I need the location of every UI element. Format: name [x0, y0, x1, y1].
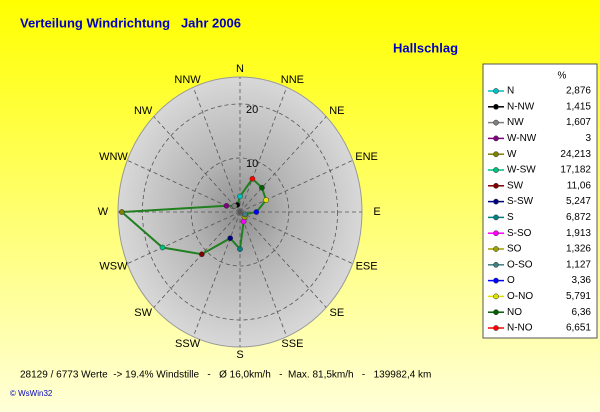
wind-point [242, 211, 248, 218]
legend-label: W-NW [507, 133, 537, 144]
legend-swatch [493, 151, 499, 158]
legend-header: % [558, 71, 567, 82]
wind-point [237, 193, 243, 200]
legend-label: W-SW [507, 165, 536, 176]
legend-swatch [493, 325, 499, 331]
footer: 28129 / 6773 Werte -> 19.4% Windstille -… [20, 370, 431, 381]
legend-value: 24,213 [560, 149, 591, 160]
legend-value: 3 [585, 133, 591, 144]
spoke [239, 87, 288, 213]
legend-swatch [493, 103, 499, 110]
wind-point [249, 175, 256, 182]
direction-label: E [373, 206, 380, 218]
wind-point [259, 184, 265, 191]
legend-swatch [493, 198, 499, 205]
direction-label: NE [329, 105, 344, 117]
legend-label: N [507, 86, 514, 97]
direction-label: S [236, 349, 243, 361]
wind-point [263, 197, 269, 203]
legend-label: S-SW [507, 196, 534, 207]
legend-value: 3,36 [572, 275, 592, 286]
credit: © WsWin32 [10, 389, 53, 398]
direction-label: N [236, 63, 244, 75]
direction-label: SSE [281, 338, 303, 350]
legend-value: 1,326 [566, 244, 591, 255]
direction-label: SE [330, 307, 345, 319]
wind-point [118, 209, 125, 215]
direction-label: NW [134, 105, 153, 117]
wind-point [223, 202, 230, 209]
spoke [239, 211, 327, 308]
direction-label: WNW [99, 151, 128, 163]
wind-point [227, 235, 234, 242]
legend-label: O [507, 275, 515, 286]
chart-subtitle: Hallschlag [393, 40, 458, 55]
legend-label: NW [507, 117, 524, 128]
legend-value: 1,607 [566, 117, 591, 128]
grid-ring [190, 157, 290, 267]
direction-label: W [98, 206, 109, 218]
legend-value: 1,127 [566, 259, 591, 270]
legend-swatch [493, 214, 499, 221]
direction-label: SW [134, 307, 152, 319]
direction-label: ENE [355, 151, 378, 163]
legend-value: 5,791 [566, 291, 591, 302]
r-tick-label: 20 [246, 104, 258, 116]
legend-label: SW [507, 180, 524, 191]
legend-swatch [493, 277, 499, 284]
legend-swatch [493, 246, 499, 252]
legend-label: SO [507, 244, 522, 255]
spoke [153, 116, 241, 213]
spoke [239, 211, 288, 337]
legend-label: N-NO [507, 323, 533, 334]
legend-swatch [493, 119, 499, 126]
legend-swatch [493, 88, 499, 94]
direction-label: WSW [99, 261, 128, 273]
wind-point [159, 244, 166, 251]
direction-label: ESE [356, 261, 378, 273]
legend-swatch [493, 182, 499, 189]
legend-label: O-SO [507, 259, 533, 270]
legend-label: S-SO [507, 228, 532, 239]
legend-label: S [507, 212, 514, 223]
direction-label: NNW [174, 74, 201, 86]
direction-label: SSW [175, 338, 201, 350]
legend-swatch [493, 293, 499, 300]
legend-label: N-NW [507, 101, 535, 112]
legend-value: 2,876 [566, 86, 591, 97]
legend-value: 6,651 [566, 323, 591, 334]
legend-value: 1,415 [566, 101, 591, 112]
legend-value: 5,247 [566, 196, 591, 207]
legend-label: W [507, 149, 517, 160]
wind-point [198, 251, 205, 258]
legend-swatch [493, 167, 499, 173]
legend-swatch [493, 230, 499, 237]
chart-title: Verteilung Windrichtung Jahr 2006 [20, 15, 241, 30]
legend-label: O-NO [507, 291, 533, 302]
spoke [153, 211, 241, 308]
spoke [192, 211, 241, 337]
legend-swatch [493, 309, 499, 316]
direction-label: NNE [281, 74, 304, 86]
legend-value: 6,872 [566, 212, 591, 223]
legend-label: NO [507, 307, 522, 318]
wind-point [231, 203, 238, 209]
legend-value: 1,913 [566, 228, 591, 239]
legend-value: 6,36 [572, 307, 592, 318]
legend-value: 17,182 [560, 165, 591, 176]
legend-swatch [493, 135, 499, 142]
legend-value: 11,06 [567, 180, 592, 191]
r-tick-label: 10 [246, 158, 258, 170]
wind-point [253, 209, 260, 215]
legend-swatch [493, 261, 499, 268]
wind-point [237, 246, 243, 252]
spoke [239, 116, 327, 213]
spoke [192, 87, 241, 213]
